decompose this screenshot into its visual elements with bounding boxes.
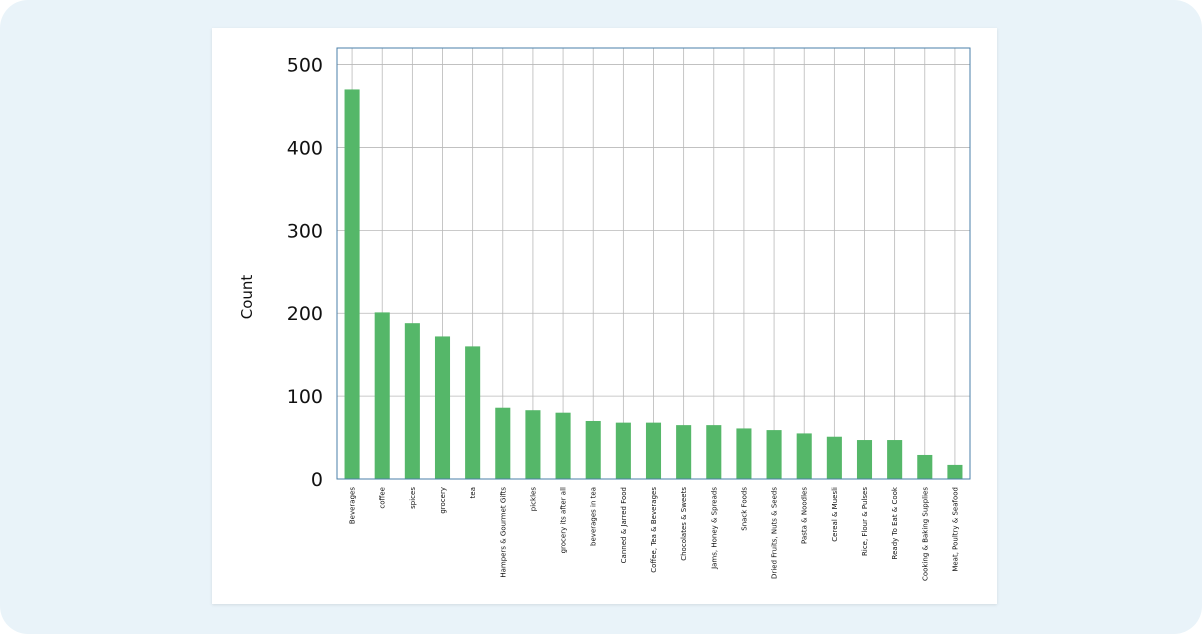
bar-chart: 0 100 200 300 400 500 Beverages coffee spices gr… bbox=[238, 47, 971, 581]
x-axis-ticks: Beverages coffee spices grocery tea Hampers &… bbox=[349, 486, 960, 581]
x-tick-label: tea bbox=[469, 487, 477, 498]
bar bbox=[856, 440, 873, 479]
bar bbox=[434, 336, 451, 479]
bar bbox=[766, 430, 782, 479]
bar bbox=[736, 428, 752, 479]
y-tick-label: 200 bbox=[287, 303, 323, 325]
x-tick-label: coffee bbox=[379, 487, 387, 509]
y-tick-label: 300 bbox=[287, 220, 323, 242]
y-axis-label: Count bbox=[238, 275, 256, 320]
x-tick-label: beverages in tea bbox=[590, 487, 598, 546]
x-tick-label: Cooking & Baking Supplies bbox=[921, 487, 929, 581]
bar bbox=[706, 425, 722, 479]
x-tick-label: Snack Foods bbox=[740, 487, 748, 531]
bar bbox=[344, 89, 360, 479]
y-axis-ticks: 0 100 200 300 400 500 bbox=[287, 55, 323, 491]
x-tick-label: Coffee, Tea & Beverages bbox=[650, 487, 658, 573]
y-tick-label: 100 bbox=[287, 386, 323, 408]
bar bbox=[796, 433, 812, 479]
bar bbox=[947, 464, 963, 479]
x-tick-label: Jams, Honey & Spreads bbox=[710, 487, 718, 570]
bar bbox=[676, 425, 692, 479]
x-tick-label: grocery bbox=[439, 487, 447, 514]
x-tick-label: Canned & Jarred Food bbox=[620, 487, 628, 563]
grid bbox=[337, 48, 970, 480]
bars bbox=[344, 89, 963, 479]
bar bbox=[887, 440, 903, 479]
x-tick-label: spices bbox=[409, 487, 417, 509]
x-tick-label: Ready To Eat & Cook bbox=[891, 486, 899, 559]
bar bbox=[525, 410, 541, 479]
x-tick-label: Cereal & Muesli bbox=[831, 487, 839, 542]
y-tick-label: 400 bbox=[287, 137, 323, 159]
x-tick-label: Beverages bbox=[349, 487, 357, 524]
x-tick-label: Hampers & Gourmet Gifts bbox=[499, 487, 507, 578]
x-tick-label: Rice, Flour & Pulses bbox=[861, 487, 869, 556]
bar bbox=[615, 422, 631, 479]
bar bbox=[826, 436, 842, 479]
x-tick-label: Pasta & Noodles bbox=[801, 487, 809, 544]
bar bbox=[585, 420, 601, 479]
y-tick-label: 500 bbox=[287, 55, 323, 77]
y-tick-label: 0 bbox=[311, 469, 323, 491]
x-tick-label: pickles bbox=[529, 487, 537, 512]
plot-area-border bbox=[336, 47, 971, 480]
chart-card: 0 100 200 300 400 500 Beverages coffee spices gr… bbox=[212, 28, 997, 604]
x-tick-label: Chocolates & Sweets bbox=[680, 487, 688, 561]
x-tick-label: Dried Fruits, Nuts & Seeds bbox=[771, 487, 779, 579]
bar bbox=[645, 422, 662, 479]
bar bbox=[404, 323, 420, 479]
x-tick-label: Meat, Poultry & Seafood bbox=[951, 487, 959, 572]
bar bbox=[495, 407, 511, 479]
x-tick-label: grocery its after all bbox=[560, 487, 568, 553]
bar bbox=[465, 346, 481, 479]
bar bbox=[917, 454, 933, 479]
bar bbox=[374, 312, 390, 479]
bar bbox=[555, 412, 571, 479]
